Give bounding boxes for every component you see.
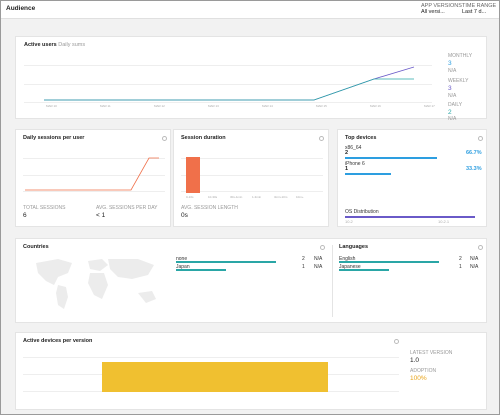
countries-title: Countries [23, 244, 49, 250]
session-duration-card: Session duration 0-10s 10-30s 30s-1min 1-3m… [173, 129, 329, 227]
adoption-label: ADOPTION [410, 368, 437, 374]
language-name: Japanese [339, 264, 361, 270]
daily-series-line [44, 78, 414, 101]
country-bar [176, 261, 276, 263]
country-name: Japan [176, 264, 190, 270]
daily-change: N/A [448, 116, 457, 122]
duration-bar-0-10s [186, 157, 200, 193]
device-name: x86_64 [345, 145, 362, 151]
language-count: 1 [459, 264, 462, 270]
active-users-title-text: Active users [24, 42, 57, 48]
latest-version-value: 1.0 [410, 357, 420, 364]
monthly-value: 3 [448, 60, 452, 67]
language-change: N/A [470, 256, 479, 262]
country-count: 2 [302, 256, 305, 262]
country-bar [176, 269, 226, 271]
page-header: Audience APP VERSIONS All versi... TIME … [1, 1, 499, 19]
languages-title: Languages [339, 244, 369, 250]
latest-version-label: LATEST VERSION [410, 350, 453, 356]
active-users-chart [44, 66, 415, 101]
language-name: English [339, 256, 356, 262]
avg-sessions-value: < 1 [96, 212, 106, 219]
language-bar [339, 261, 439, 263]
app-versions-label: APP VERSIONS [421, 3, 462, 9]
daily-label: DAILY [448, 102, 463, 108]
info-icon[interactable] [478, 136, 483, 141]
duration-tick: 10-30s [208, 195, 218, 199]
weekly-change: N/A [448, 93, 457, 99]
active-users-tick: MAR 10 [46, 104, 57, 108]
app-versions-filter[interactable]: APP VERSIONS All versi... [421, 3, 462, 15]
time-range-filter[interactable]: TIME RANGE Last 7 d... [462, 3, 496, 15]
avg-sessions-label: AVG. SESSIONS PER DAY [96, 205, 158, 211]
device-pct: 33.3% [466, 166, 482, 172]
app-versions-value: All versi... [421, 9, 445, 15]
duration-tick: 30s-1min [230, 195, 243, 199]
active-users-tick: MAR 17 [424, 104, 435, 108]
duration-tick: 0-10s [186, 195, 194, 199]
os-distribution-label: OS Distribution [345, 209, 379, 215]
country-change: N/A [314, 256, 323, 262]
language-count: 2 [459, 256, 462, 262]
device-bar [345, 157, 437, 159]
device-pct: 66.7% [466, 150, 482, 156]
avg-session-length-value: 0s [181, 212, 188, 219]
device-bar [345, 173, 391, 175]
time-range-value: Last 7 d... [462, 9, 487, 15]
info-icon[interactable] [478, 245, 483, 250]
weekly-label: WEEKLY [448, 78, 469, 84]
weekly-value: 3 [448, 85, 452, 92]
top-devices-title: Top devices [345, 135, 377, 141]
monthly-change: N/A [448, 68, 457, 74]
active-users-tick: MAR 12 [154, 104, 165, 108]
country-count: 1 [302, 264, 305, 270]
active-users-tick: MAR 14 [262, 104, 273, 108]
country-change: N/A [314, 264, 323, 270]
sessions-per-user-title: Daily sessions per user [23, 135, 85, 141]
device-count: 2 [345, 150, 349, 156]
duration-tick: 10m+ [296, 195, 304, 199]
os-distribution-bar [345, 216, 475, 218]
duration-tick: 3min-10m [274, 195, 288, 199]
info-icon[interactable] [320, 245, 325, 250]
active-users-card: Active users Daily sums MAR 10 MAR 11 MAR … [15, 36, 487, 122]
avg-session-length-label: AVG. SESSION LENGTH [181, 205, 238, 211]
world-map [36, 259, 156, 309]
language-bar [339, 269, 389, 271]
country-name: none [176, 256, 188, 262]
sessions-chart [25, 157, 159, 191]
duration-tick: 1-3min [252, 195, 262, 199]
sessions-series-line [25, 157, 159, 191]
info-icon[interactable] [394, 339, 399, 344]
page-title: Audience [6, 5, 36, 12]
os-version-right: 10.2.1 [438, 219, 450, 224]
version-area [102, 362, 328, 392]
total-sessions-label: TOTAL SESSIONS [23, 205, 66, 211]
devices-per-version-card: Active devices per version LATEST VERSIO… [15, 332, 487, 410]
monthly-series-line [44, 66, 415, 101]
os-version-left: 10.2 [345, 219, 353, 224]
session-duration-title: Session duration [181, 135, 226, 141]
language-change: N/A [470, 264, 479, 270]
active-users-tick: MAR 15 [316, 104, 327, 108]
device-count: 1 [345, 166, 349, 172]
sessions-per-user-card: Daily sessions per user TOTAL SESSIONS 6… [15, 129, 171, 227]
active-users-tick: MAR 11 [100, 104, 111, 108]
monthly-label: MONTHLY [448, 53, 473, 59]
total-sessions-value: 6 [23, 212, 27, 219]
active-users-tick: MAR 16 [370, 104, 381, 108]
geo-card: Countries none 2 N/A Japan 1 N/A Languag… [15, 238, 487, 323]
info-icon[interactable] [162, 136, 167, 141]
devices-per-version-title: Active devices per version [23, 338, 93, 344]
info-icon[interactable] [319, 136, 324, 141]
daily-value: 2 [448, 109, 452, 116]
device-name: iPhone 6 [345, 161, 365, 167]
active-users-tick: MAR 13 [208, 104, 219, 108]
active-users-subtitle: Daily sums [58, 42, 86, 48]
adoption-value: 100% [410, 375, 427, 382]
top-devices-card: Top devices x86_64 2 66.7% iPhone 6 1 33… [337, 129, 487, 227]
time-range-label: TIME RANGE [462, 3, 497, 9]
active-users-title: Active users Daily sums [24, 42, 85, 48]
